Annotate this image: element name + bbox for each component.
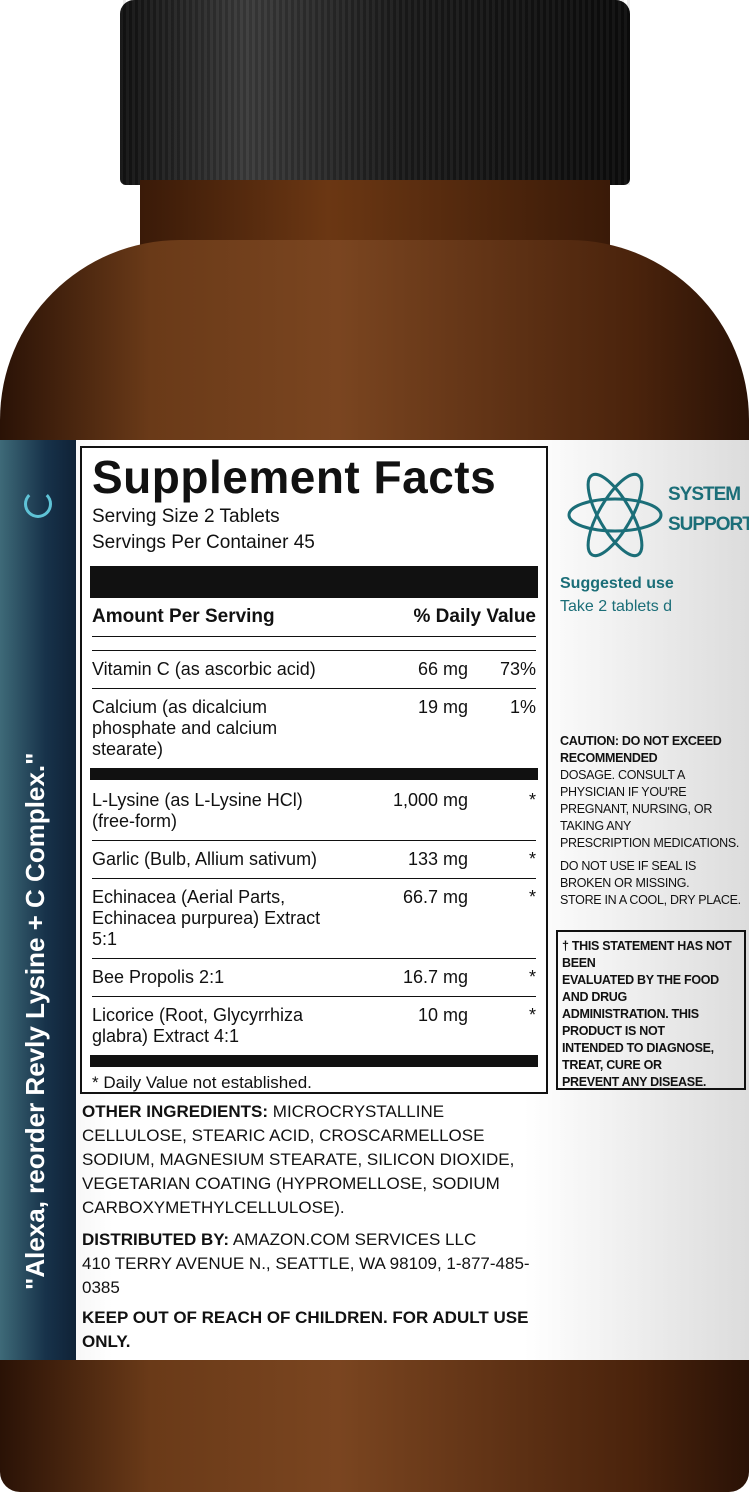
ingredient-row: Echinacea (Aerial Parts, Echinacea purpu…: [92, 879, 536, 959]
suggested-use-label: Suggested use: [560, 575, 674, 592]
distributor-label: DISTRIBUTED BY:: [82, 1230, 230, 1249]
other-ingredients: OTHER INGREDIENTS: MICROCRYSTALLINE CELL…: [82, 1100, 552, 1354]
serving-size: Serving Size 2 Tablets: [92, 506, 280, 527]
distributor: AMAZON.COM SERVICES LLC: [232, 1230, 477, 1249]
alexa-tagline: "Alexa, reorder Revly Lysine + C Complex…: [20, 752, 50, 1290]
ingredient-row: L-Lysine (as L-Lysine HCl) (free-form) 1,…: [92, 780, 536, 841]
ingredient-row: Garlic (Bulb, Allium sativum) 133 mg *: [92, 841, 536, 879]
nutrient-row: Calcium (as dicalcium phosphate and calc…: [92, 697, 536, 759]
brand-ring-icon: [24, 490, 52, 518]
bottle-cap: [120, 0, 630, 185]
keep-out-warning: KEEP OUT OF REACH OF CHILDREN. FOR ADULT…: [82, 1308, 529, 1351]
ingredient-row: Bee Propolis 2:1 16.7 mg *: [92, 959, 536, 997]
atom-icon: [567, 472, 663, 558]
distributor-address: 410 TERRY AVENUE N., SEATTLE, WA 98109, …: [82, 1254, 530, 1297]
thick-rule: [90, 1055, 538, 1067]
ingredient-row: Licorice (Root, Glycyrrhiza glabra) Extr…: [92, 1005, 536, 1046]
label-side-strip: [0, 440, 76, 1360]
servings-per-container: Servings Per Container 45: [92, 532, 315, 553]
amount-header: Amount Per Serving: [92, 606, 275, 627]
thin-rule: [92, 637, 536, 651]
thick-rule: [90, 768, 538, 780]
dv-header: % Daily Value: [413, 606, 536, 627]
facts-header-row: Amount Per Serving % Daily Value: [92, 598, 536, 637]
thick-rule: [90, 566, 538, 598]
suggested-use-text: Take 2 tablets d: [560, 598, 673, 615]
facts-title: Supplement Facts: [92, 451, 497, 503]
fda-statement: † THIS STATEMENT HAS NOT BEEN EVALUATED B…: [562, 939, 732, 1089]
caution-text: CAUTION: DO NOT EXCEED RECOMMENDED DOSAGE…: [560, 734, 741, 907]
dv-footnote: * Daily Value not established.: [92, 1073, 312, 1092]
fda-statement-box: [556, 930, 746, 1090]
nutrient-row: Vitamin C (as ascorbic acid) 66 mg 73%: [92, 651, 536, 689]
system-support-title: SYSTEM SUPPORT: [668, 484, 749, 535]
supplement-facts-panel: Supplement Facts Serving Size 2 Tablets …: [80, 446, 548, 1094]
